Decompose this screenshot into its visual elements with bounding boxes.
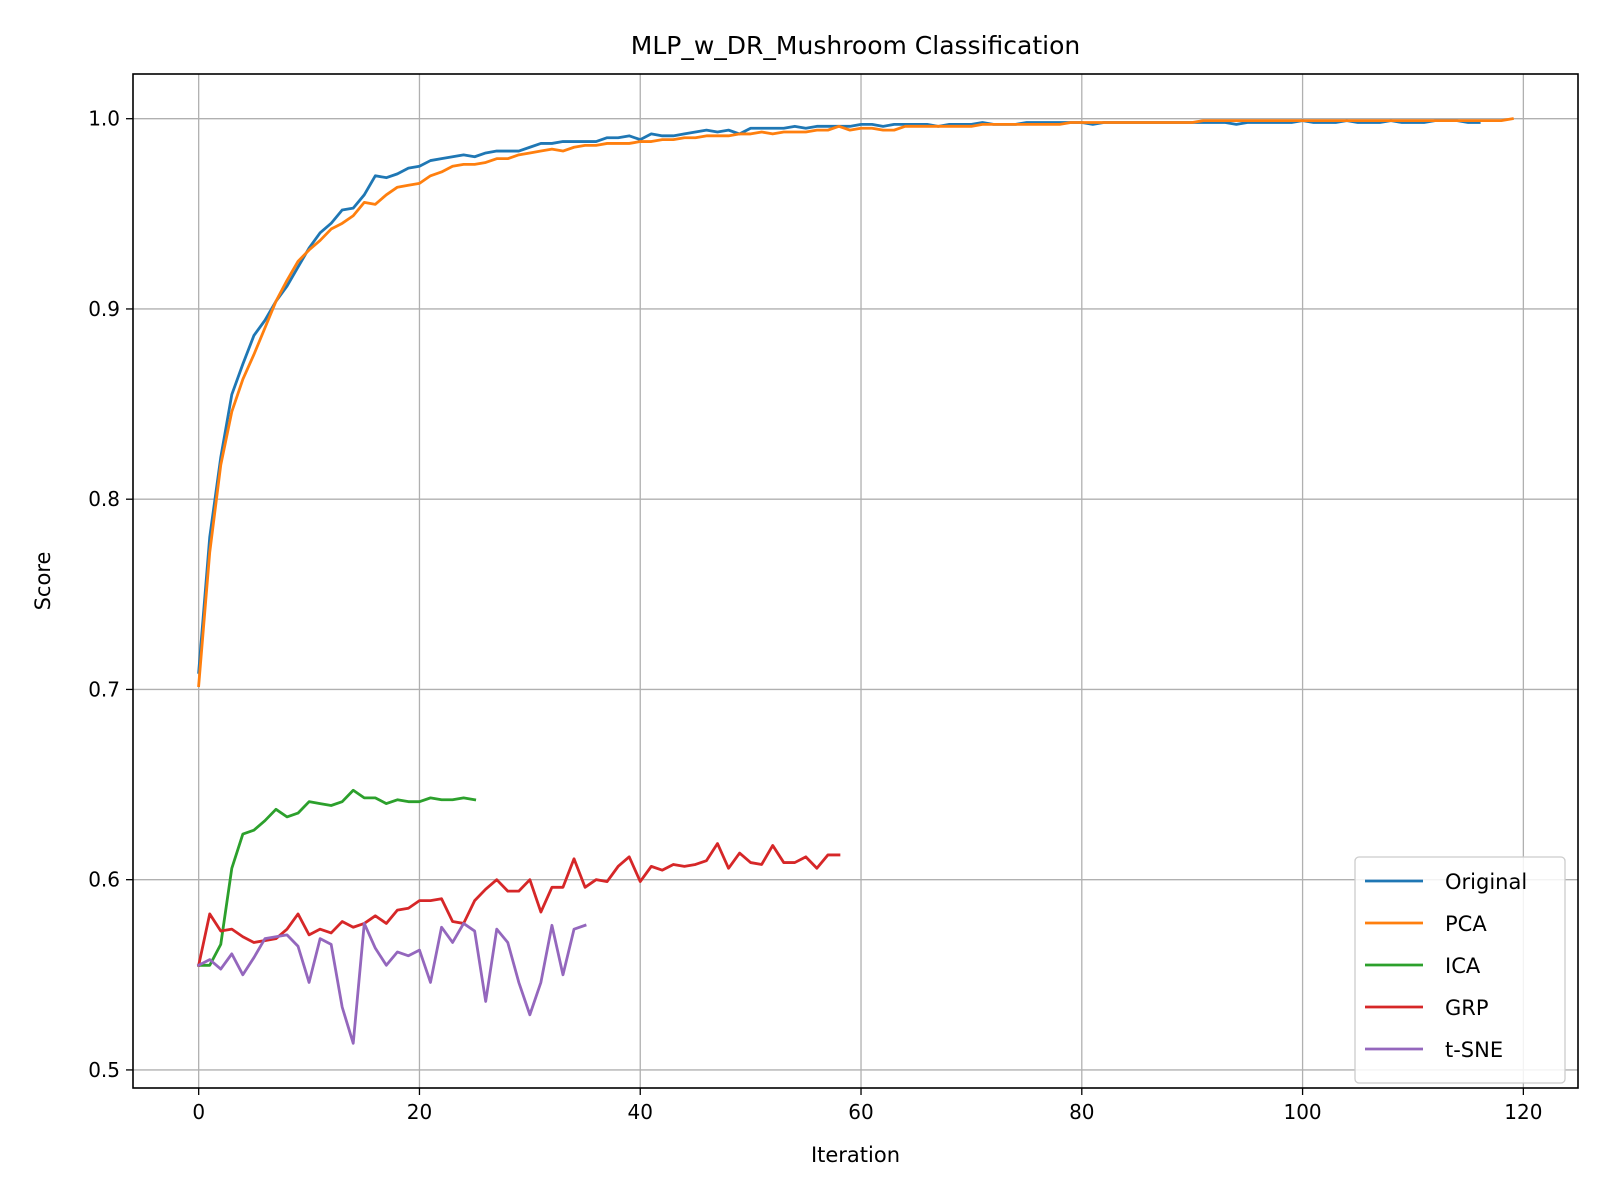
x-axis-label: Iteration xyxy=(811,1143,900,1167)
x-tick-label: 80 xyxy=(1069,1100,1094,1124)
series-lines xyxy=(196,117,1514,1045)
series-line-pca xyxy=(197,117,1514,688)
y-tick-label: 0.6 xyxy=(88,868,120,892)
y-tick-label: 0.8 xyxy=(88,487,120,511)
series-line-grp xyxy=(197,842,841,967)
x-tick-label: 0 xyxy=(192,1100,205,1124)
ticks: 0 20 40 60 80 100 120 0.5 0.6 0.7 0.8 0.9 1.0 xyxy=(88,107,1542,1124)
legend-box xyxy=(1354,856,1566,1084)
x-tick-label: 120 xyxy=(1504,1100,1542,1124)
legend-label: GRP xyxy=(1445,996,1489,1020)
chart-title: MLP_w_DR_Mushroom Classification xyxy=(631,31,1080,60)
legend-label: PCA xyxy=(1445,912,1487,936)
x-tick-label: 20 xyxy=(407,1100,432,1124)
legend-label: t-SNE xyxy=(1445,1038,1503,1062)
plot-frame xyxy=(132,73,1579,1089)
y-tick-label: 1.0 xyxy=(88,107,120,131)
legend-label: ICA xyxy=(1445,954,1481,978)
legend-label: Original xyxy=(1445,870,1527,894)
y-tick-label: 0.7 xyxy=(88,677,120,701)
y-axis-label: Score xyxy=(31,552,55,611)
series-line-ica xyxy=(197,788,477,967)
series-line-t-sne xyxy=(196,922,587,1045)
y-tick-label: 0.9 xyxy=(88,297,120,321)
x-tick-label: 60 xyxy=(848,1100,873,1124)
grid xyxy=(133,74,1578,1088)
x-tick-label: 40 xyxy=(628,1100,653,1124)
legend: Original PCA ICA GRP t-SNE xyxy=(1354,856,1566,1084)
y-tick-label: 0.5 xyxy=(88,1058,120,1082)
x-tick-label: 100 xyxy=(1283,1100,1321,1124)
